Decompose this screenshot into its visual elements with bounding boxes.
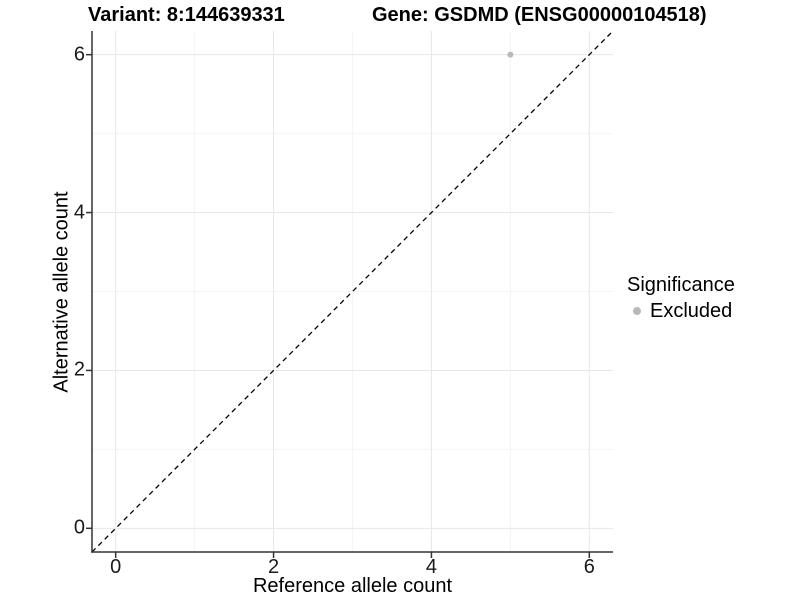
x-tick-label: 0: [110, 556, 122, 578]
x-tick-label: 4: [425, 556, 437, 578]
legend-item-excluded: Excluded: [627, 300, 735, 322]
data-point: [507, 51, 514, 58]
y-tick-label: 0: [73, 516, 85, 539]
y-tick-label: 6: [73, 43, 85, 66]
y-tick-label: 4: [73, 201, 85, 224]
legend-title: Significance: [627, 274, 735, 296]
legend-item-label: Excluded: [650, 299, 733, 322]
plot-title-gene: Gene: GSDMD (ENSG00000104518): [372, 4, 707, 26]
plot-title-variant: Variant: 8:144639331: [88, 4, 285, 26]
y-tick-label: 2: [73, 358, 85, 381]
legend: Significance Excluded: [627, 274, 735, 322]
x-axis-title: Reference allele count: [252, 575, 452, 597]
legend-point-icon: [633, 307, 641, 315]
x-tick-label: 6: [583, 556, 595, 578]
identity-dashed-line: [91, 30, 614, 553]
x-tick-label: 2: [267, 556, 280, 578]
